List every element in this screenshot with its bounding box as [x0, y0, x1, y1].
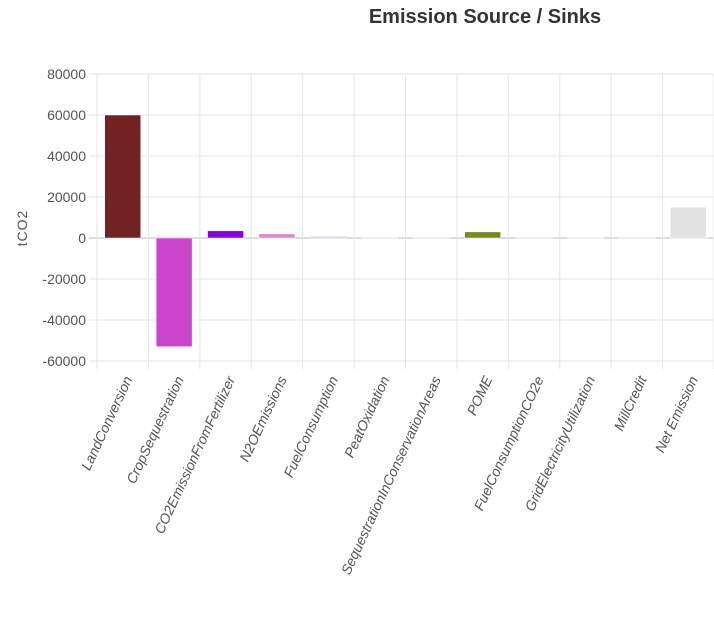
y-tick-label: 80000 [47, 66, 86, 82]
bar[interactable] [412, 237, 450, 239]
x-tick-label: LandConversion [78, 373, 136, 472]
x-tick-label: SequestrationInConservationAreas [338, 374, 444, 578]
bar[interactable] [258, 233, 296, 239]
bar[interactable] [515, 237, 553, 239]
x-axis-labels: LandConversionCropSequestrationCO2Emissi… [78, 372, 701, 577]
bar[interactable] [670, 207, 707, 239]
y-tick-label: -20000 [42, 271, 86, 287]
chart-title: Emission Source / Sinks [368, 6, 602, 28]
bar[interactable] [310, 236, 347, 239]
x-tick-label: PeatOxidation [341, 373, 393, 460]
bars [104, 114, 707, 347]
y-tick-label: -60000 [42, 353, 86, 369]
grid-lines [89, 73, 714, 369]
x-tick-label: FuelConsumption [280, 373, 341, 479]
x-tick-label: N2OEmissions [236, 374, 290, 465]
bar[interactable] [207, 230, 244, 239]
x-tick-label: CropSequestration [123, 373, 187, 486]
y-tick-label: 40000 [47, 148, 86, 164]
y-tick-label: 60000 [47, 107, 86, 123]
x-tick-label: MillCredit [610, 373, 650, 434]
y-tick-label: -40000 [42, 312, 86, 328]
x-tick-label: Net Emission [652, 373, 701, 455]
y-tick-label: 0 [78, 230, 86, 246]
bar[interactable] [464, 231, 501, 239]
bar[interactable] [567, 237, 604, 239]
x-tick-label: POME [463, 373, 495, 418]
y-tick-label: 20000 [47, 189, 86, 205]
bar[interactable] [361, 237, 399, 239]
bar[interactable] [104, 114, 141, 239]
y-axis-title: tCO2 [14, 210, 30, 247]
y-axis-ticks: 80000 60000 40000 20000 0 -20000 -40000 -60000 [42, 66, 86, 369]
bar[interactable] [618, 237, 656, 239]
bar[interactable] [155, 237, 193, 347]
